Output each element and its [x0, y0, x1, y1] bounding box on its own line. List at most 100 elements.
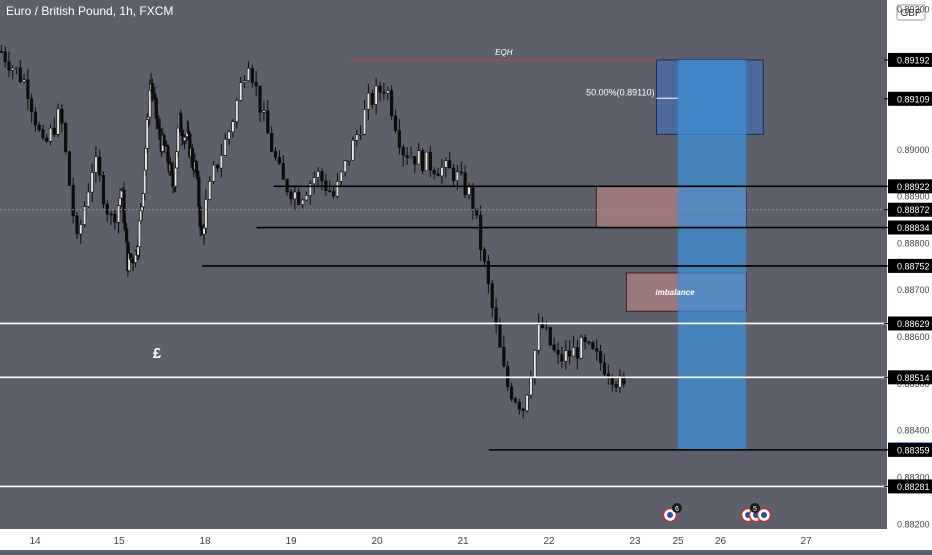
candle-body [540, 323, 545, 328]
candle-body [355, 134, 359, 141]
candle-body [598, 350, 603, 363]
candle-body [428, 151, 432, 171]
candle-body [548, 327, 552, 346]
price-label-0.88922[interactable] [888, 179, 932, 194]
candle-body [521, 408, 525, 411]
candles-layer [0, 44, 626, 419]
candle-body [119, 190, 124, 199]
candle-body [328, 190, 332, 192]
time-tick-15: 15 [113, 536, 125, 547]
price-label-text: 0.88514 [897, 373, 930, 383]
event-count-badge [750, 503, 760, 513]
time-axis-background[interactable] [0, 529, 887, 550]
price-label-0.88752[interactable] [888, 258, 932, 273]
candle-body [587, 341, 591, 344]
time-tick-18: 18 [199, 536, 211, 547]
candle-body [482, 249, 487, 262]
candle-body [113, 213, 117, 223]
price-tick-0.89300: 0.89300 [897, 4, 930, 14]
price-label-0.88514[interactable] [888, 370, 932, 385]
candle-body [490, 283, 494, 308]
candle-body [347, 159, 351, 162]
candle-body [494, 307, 498, 326]
candle-body [343, 160, 347, 173]
candle-body [448, 160, 452, 169]
price-label-text: 0.88281 [897, 482, 930, 492]
price-label-0.88359[interactable] [888, 442, 932, 457]
candle-body [513, 398, 518, 403]
candle-body [444, 160, 448, 168]
candle-body [509, 386, 514, 400]
candle-body [463, 172, 467, 195]
time-axis-labels: 14 15 18 19 20 21 22 23 25 26 27 [29, 536, 812, 547]
candle-body [382, 91, 386, 94]
candle-body [537, 323, 541, 351]
time-tick-14: 14 [29, 536, 41, 547]
candle-body [525, 394, 529, 411]
candle-body [3, 51, 7, 63]
price-label-0.88629[interactable] [888, 316, 932, 331]
candle-body [90, 172, 94, 193]
candle-body [312, 177, 316, 185]
candle-body [459, 171, 463, 174]
time-tick-22: 22 [543, 536, 555, 547]
candle-body [366, 92, 371, 110]
candle-body [301, 199, 305, 205]
time-tick-19: 19 [285, 536, 297, 547]
candle-body [575, 347, 579, 359]
candle-body [64, 122, 68, 153]
eqh-label: EQH [495, 48, 513, 57]
price-label-0.88281[interactable] [888, 479, 932, 494]
candle-body [583, 337, 587, 343]
candle-body [529, 377, 533, 396]
candle-body [556, 349, 560, 355]
candle-body [498, 324, 502, 348]
candle-body [98, 156, 102, 176]
candle-body [33, 111, 38, 126]
price-label-text: 0.88752 [897, 261, 930, 271]
candle-body [277, 157, 281, 164]
candle-body [37, 124, 41, 131]
currency-badge[interactable] [896, 4, 926, 21]
price-label-0.88834[interactable] [888, 220, 932, 235]
price-label-text: 0.88834 [897, 223, 930, 233]
time-tick-27: 27 [800, 536, 812, 547]
price-tick-0.88700: 0.88700 [897, 285, 930, 295]
candle-body [467, 186, 471, 195]
candle-body [82, 206, 87, 225]
event-count: 6 [675, 506, 679, 513]
candle-body [67, 151, 72, 186]
candle-body [595, 348, 599, 352]
candle-body [622, 375, 626, 385]
candle-body [486, 261, 490, 284]
event-count-badge [672, 503, 682, 513]
price-label-0.89109[interactable] [888, 91, 932, 106]
candle-body [533, 349, 537, 379]
price-tick-0.88600: 0.88600 [897, 332, 930, 342]
candle-body [246, 68, 251, 82]
time-tick-23: 23 [629, 536, 641, 547]
fib-label: 50.00%(0.89110) [586, 87, 654, 97]
candle-body [432, 169, 436, 175]
price-label-0.89192[interactable] [888, 52, 932, 67]
zones-layer [595, 59, 764, 450]
candle-body [502, 346, 506, 367]
candle-body [440, 167, 444, 177]
price-tick-0.88400: 0.88400 [897, 426, 930, 436]
candle-body [479, 214, 483, 250]
price-label-0.88872[interactable] [888, 202, 932, 217]
event-marker-2[interactable]: 5 [740, 503, 772, 523]
candle-body [101, 174, 106, 205]
candle-body [618, 375, 622, 388]
candle-body [455, 171, 460, 181]
candle-body [227, 131, 231, 140]
price-tick-0.88900: 0.88900 [897, 192, 930, 202]
event-marker-1[interactable]: 6 [662, 503, 683, 523]
candle-body [22, 79, 26, 82]
candle-body [591, 342, 595, 349]
candle-body [30, 98, 34, 113]
candle-body [7, 61, 11, 71]
